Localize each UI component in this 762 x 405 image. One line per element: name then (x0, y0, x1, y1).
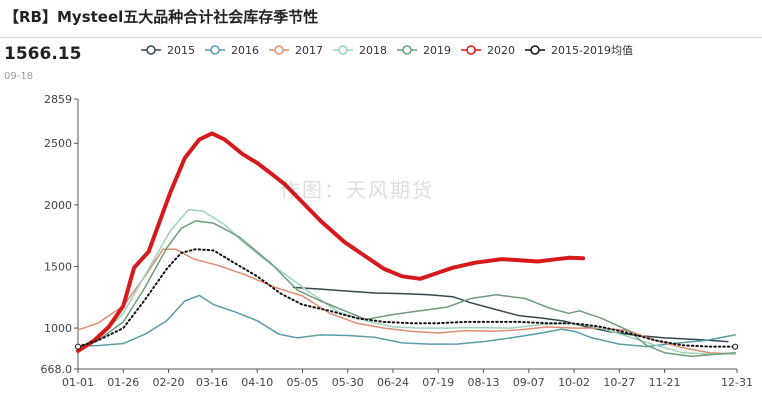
latest-value: 1566.15 (4, 44, 82, 64)
legend-label: 2019 (423, 43, 451, 57)
legend-item-2018: 2018 (332, 44, 387, 57)
x-tick-label: 05-05 (287, 376, 319, 389)
y-tick-label: 2859 (44, 93, 72, 106)
y-tick-label: 2000 (44, 199, 72, 212)
y-tick-label: 668.0 (41, 363, 73, 376)
legend-swatch-icon (397, 45, 417, 55)
chart-legend: 2015 2016 2017 2018 2019 2020 2015-2019均值 (140, 42, 642, 58)
y-tick-label: 1500 (44, 260, 72, 273)
chart-title: 【RB】Mysteel五大品种合计社会库存季节性 (4, 8, 319, 26)
latest-date: 09-18 (4, 71, 34, 82)
x-tick-label: 03-16 (196, 376, 228, 389)
legend-label: 2016 (231, 43, 259, 57)
legend-swatch-icon (525, 45, 545, 55)
legend-swatch-icon (141, 45, 161, 55)
legend-item-2016: 2016 (204, 44, 259, 57)
legend-swatch-icon (461, 45, 481, 55)
x-tick-label: 09-07 (513, 376, 545, 389)
series-line-2018 (77, 209, 736, 355)
legend-label: 2018 (359, 43, 387, 57)
x-tick-label: 04-10 (241, 376, 273, 389)
x-tick-label: 05-30 (332, 376, 364, 389)
legend-swatch-icon (269, 45, 289, 55)
series-endpoint-marker (732, 343, 739, 350)
legend-swatch-icon (333, 45, 353, 55)
legend-swatch-icon (205, 45, 225, 55)
x-tick-label: 06-24 (377, 376, 409, 389)
watermark: 作图：天风期货 (280, 178, 434, 202)
legend-label: 2017 (295, 43, 323, 57)
x-tick-label: 08-13 (468, 376, 500, 389)
x-tick-label: 12-31 (721, 376, 753, 389)
x-tick-label: 11-21 (649, 376, 681, 389)
legend-item-2015-2019均值: 2015-2019均值 (524, 42, 633, 58)
series-line-2017 (77, 248, 736, 355)
y-tick-label: 1000 (44, 322, 72, 335)
x-tick-label: 01-01 (62, 376, 94, 389)
series-line-2015-2019均值 (77, 248, 737, 348)
series-line-2020 (76, 131, 586, 353)
legend-label: 2015 (167, 43, 195, 57)
x-tick-label: 07-19 (422, 376, 454, 389)
x-tick-label: 01-26 (107, 376, 139, 389)
x-tick-label: 10-27 (603, 376, 635, 389)
x-tick-label: 02-20 (153, 376, 185, 389)
series-line-2016 (77, 294, 736, 348)
legend-label: 2020 (487, 43, 515, 57)
x-tick-label: 10-02 (558, 376, 590, 389)
title-divider (0, 37, 762, 38)
series-line-2015 (292, 286, 729, 343)
y-tick-label: 2500 (44, 137, 72, 150)
legend-label: 2015-2019均值 (551, 44, 633, 57)
legend-item-2019: 2019 (396, 44, 451, 57)
series-endpoint-marker (75, 343, 81, 350)
legend-item-2017: 2017 (268, 44, 323, 57)
legend-item-2020: 2020 (460, 44, 515, 57)
legend-item-2015: 2015 (140, 44, 195, 57)
